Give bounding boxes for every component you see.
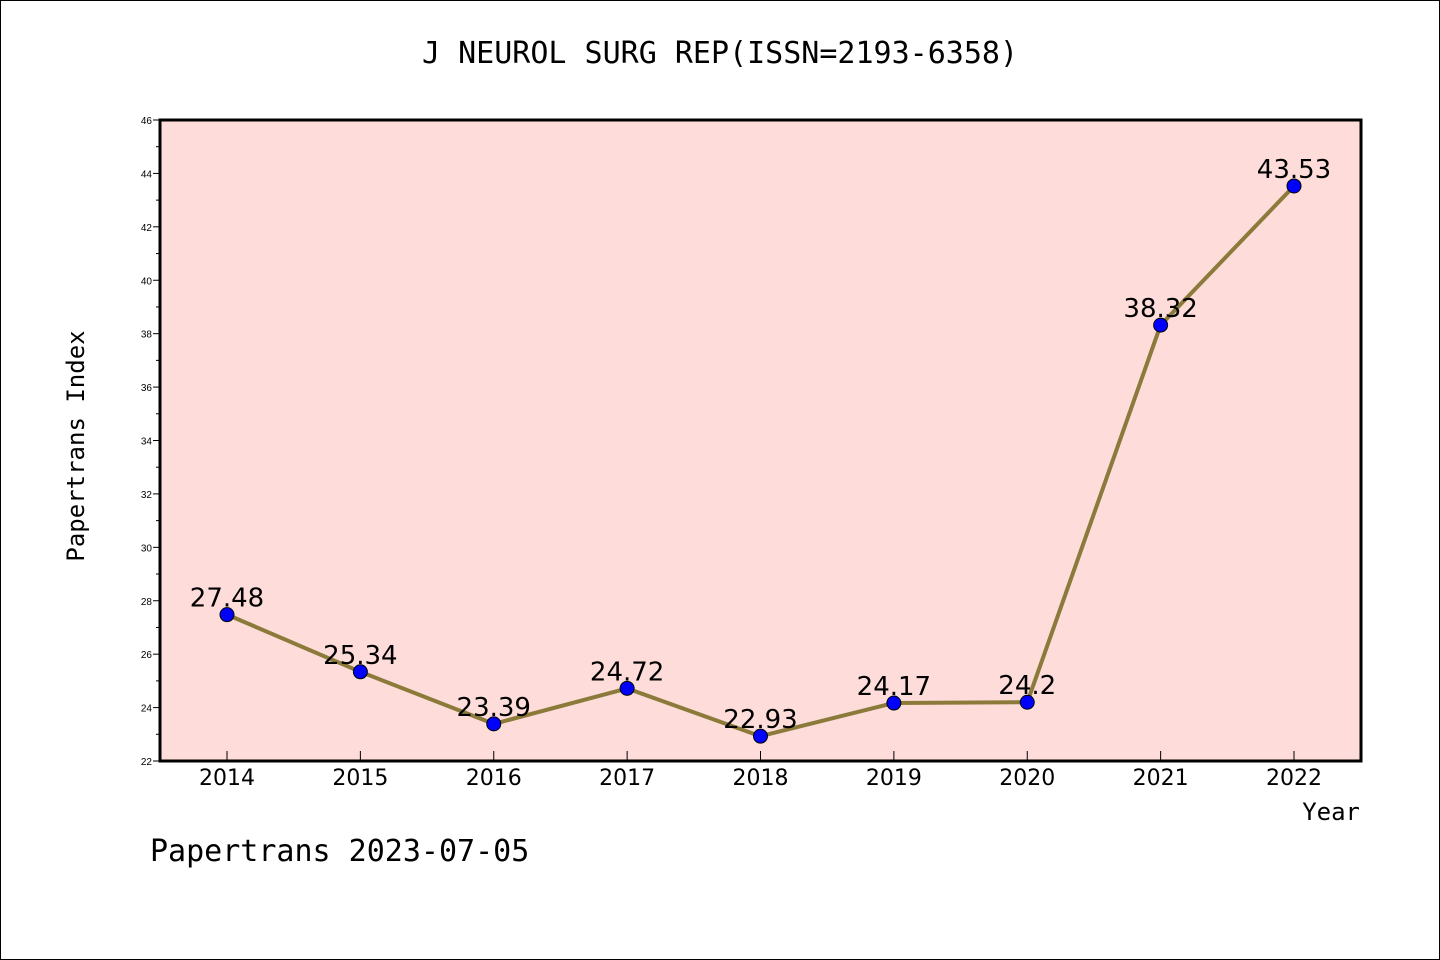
data-point xyxy=(1286,178,1302,194)
data-label: 43.53 xyxy=(1257,155,1331,185)
y-tick-label: 34 xyxy=(141,437,153,448)
y-tick-label: 46 xyxy=(141,116,153,127)
data-points xyxy=(219,178,1302,744)
x-tick-label: 2018 xyxy=(733,766,789,791)
y-tick-label: 22 xyxy=(141,757,153,768)
x-axis: 2014 2015 2016 2017 2018 2019 2020 2021 2022 xyxy=(199,751,1322,791)
data-label: 24.17 xyxy=(857,672,931,702)
data-label: 38.32 xyxy=(1123,294,1197,324)
y-axis-label: Papertrans Index xyxy=(62,330,90,561)
x-tick-label: 2014 xyxy=(199,766,255,791)
x-tick-label: 2020 xyxy=(999,766,1055,791)
y-tick-label: 36 xyxy=(141,383,153,394)
data-label: 23.39 xyxy=(457,693,531,723)
x-tick-label: 2019 xyxy=(866,766,922,791)
y-tick-label: 44 xyxy=(141,169,153,180)
data-point xyxy=(486,716,502,732)
x-tick-label: 2022 xyxy=(1266,766,1322,791)
y-tick-label: 42 xyxy=(141,223,153,234)
plot-area xyxy=(158,118,1363,763)
y-tick-label: 38 xyxy=(141,330,153,341)
data-point xyxy=(886,695,902,711)
data-labels: 27.48 25.34 23.39 24.72 22.93 24.17 24.2 38.32 4… xyxy=(190,155,1331,735)
footer-text: Papertrans 2023-07-05 xyxy=(150,834,530,869)
y-tick-label: 32 xyxy=(141,490,153,501)
data-point xyxy=(619,680,635,696)
y-tick-label: 30 xyxy=(141,543,153,554)
data-point xyxy=(753,728,768,744)
data-point xyxy=(1019,694,1035,710)
data-point xyxy=(1153,317,1169,333)
y-tick-label: 28 xyxy=(141,597,153,608)
y-axis: 22 24 26 28 30 32 34 36 38 40 42 44 46 xyxy=(141,116,160,768)
x-tick-label: 2017 xyxy=(599,766,655,791)
data-label: 24.2 xyxy=(998,671,1056,701)
data-label: 24.72 xyxy=(590,657,664,687)
x-tick-label: 2015 xyxy=(332,766,388,791)
data-point xyxy=(219,607,235,623)
data-point xyxy=(352,664,368,680)
x-tick-label: 2016 xyxy=(466,766,522,791)
data-label: 25.34 xyxy=(323,641,397,671)
x-axis-label: Year xyxy=(1302,798,1360,826)
data-label: 22.93 xyxy=(723,705,797,735)
y-tick-label: 24 xyxy=(141,704,153,715)
x-tick-label: 2021 xyxy=(1133,766,1189,791)
chart-title: J NEUROL SURG REP(ISSN=2193-6358) xyxy=(421,36,1019,71)
y-tick-label: 26 xyxy=(141,650,153,661)
data-label: 27.48 xyxy=(190,584,264,614)
y-tick-label: 40 xyxy=(141,276,153,287)
